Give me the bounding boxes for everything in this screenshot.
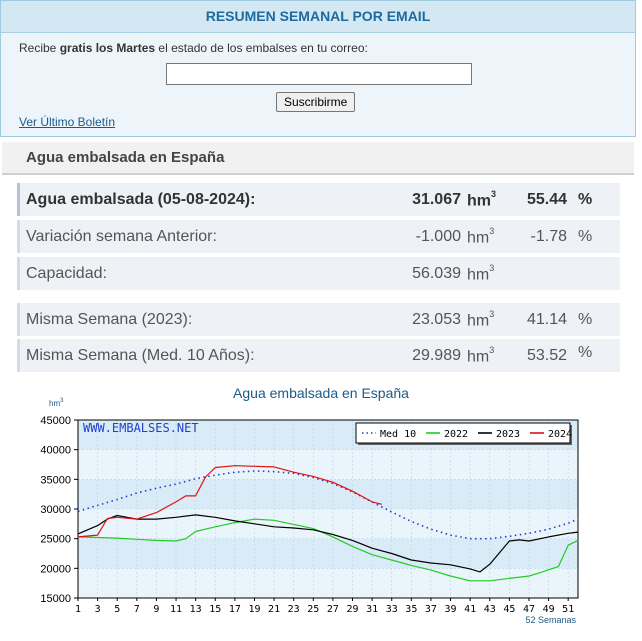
- chart-x-tick-label: 3: [95, 604, 101, 615]
- chart-x-tick-label: 45: [503, 604, 515, 615]
- stat-label: Misma Semana (Med. 10 Años):: [26, 347, 255, 364]
- chart-y-axis-label-exponent: 3: [60, 398, 64, 404]
- stat-percent-sign: %: [578, 311, 593, 328]
- chart-x-tick-label: 41: [464, 604, 476, 615]
- stat-value: -1.000: [415, 228, 461, 245]
- stat-value: 29.989: [412, 347, 461, 364]
- chart-x-tick-label: 35: [405, 604, 417, 615]
- last-bulletin-link[interactable]: Ver Último Boletín: [19, 115, 116, 129]
- stat-label: Agua embalsada (05-08-2024):: [26, 191, 256, 208]
- chart-x-tick-label: 29: [346, 604, 358, 615]
- chart-x-tick-label: 25: [307, 604, 319, 615]
- stat-unit: hm3: [467, 189, 497, 210]
- chart-x-tick-label: 51: [562, 604, 574, 615]
- chart-y-tick-label: 45000: [40, 415, 71, 427]
- chart-x-tick-label: 19: [248, 604, 260, 615]
- chart-x-tick-label: 47: [523, 604, 535, 615]
- chart-x-tick-label: 11: [170, 604, 182, 615]
- chart-title: Agua embalsada en España: [233, 385, 409, 401]
- series-line-2022: [77, 518, 579, 582]
- legend-label: Med 10: [380, 429, 416, 440]
- chart-x-tick-label: 21: [268, 604, 280, 615]
- stat-percent: 53.52: [526, 347, 567, 364]
- stat-row-same-week-10yr: Misma Semana (Med. 10 Años): 29.989 hm3 …: [17, 339, 620, 372]
- stat-unit: hm3: [467, 309, 495, 330]
- chart-y-tick-label: 15000: [40, 593, 71, 605]
- stat-percent-sign: %: [578, 191, 593, 208]
- email-panel-body: Recibe gratis los Martes el estado de lo…: [1, 33, 635, 136]
- series-line-med-10: [77, 470, 579, 540]
- chart-x-tick-label: 7: [134, 604, 140, 615]
- stat-row-current: Agua embalsada (05-08-2024): 31.067 hm3 …: [17, 183, 620, 216]
- stat-percent: 41.14: [526, 311, 567, 328]
- chart-x-tick-label: 9: [153, 604, 159, 615]
- stat-percent: 55.44: [526, 191, 567, 208]
- email-intro-suffix: el estado de los embalses en tu correo:: [155, 41, 368, 55]
- email-intro-text: Recibe gratis los Martes el estado de lo…: [19, 41, 368, 55]
- legend-label: 2023: [496, 429, 520, 440]
- stat-percent: -1.78: [530, 228, 567, 245]
- series-line-2024: [77, 465, 383, 538]
- stat-label: Variación semana Anterior:: [26, 228, 217, 245]
- series-line-2023: [77, 514, 579, 573]
- chart-x-tick-label: 43: [484, 604, 496, 615]
- chart-band: [78, 538, 578, 569]
- legend-label: 2024: [548, 429, 572, 440]
- chart-x-tick-label: 17: [229, 604, 241, 615]
- chart-band: [78, 479, 578, 509]
- stat-unit: hm3: [467, 263, 495, 284]
- stat-value: 31.067: [412, 191, 461, 208]
- chart-band: [78, 449, 578, 480]
- stat-unit: hm3: [467, 345, 495, 366]
- subscribe-button[interactable]: Suscribirme: [276, 92, 356, 112]
- legend-box: [355, 422, 571, 444]
- stat-value: 23.053: [412, 311, 461, 328]
- email-panel-header: RESUMEN SEMANAL POR EMAIL: [1, 1, 635, 33]
- chart-x-axis-label: 52 Semanas: [525, 615, 576, 625]
- chart-y-tick-label: 20000: [40, 563, 71, 575]
- chart-watermark: WWW.EMBALSES.NET: [83, 421, 199, 435]
- chart-x-tick-label: 15: [209, 604, 221, 615]
- email-intro-prefix: Recibe: [19, 41, 60, 55]
- email-intro-bold: gratis los Martes: [59, 41, 156, 55]
- chart-y-axis-label: hm3: [49, 398, 64, 408]
- chart-y-tick-label: 25000: [40, 534, 71, 546]
- stat-row-same-week-2023: Misma Semana (2023): 23.053 hm3 41.14 %: [17, 303, 620, 336]
- chart-x-tick-label: 31: [366, 604, 378, 615]
- stat-label: Capacidad:: [26, 265, 107, 282]
- chart-y-tick-label: 40000: [40, 445, 71, 457]
- email-subscription-panel: RESUMEN SEMANAL POR EMAIL Recibe gratis …: [0, 0, 636, 137]
- chart-x-tick-label: 5: [114, 604, 120, 615]
- chart-x-tick-label: 33: [386, 604, 398, 615]
- legend-label: 2022: [444, 429, 468, 440]
- stat-row-capacity: Capacidad: 56.039 hm3: [17, 257, 620, 290]
- stat-percent-sign: %: [578, 228, 593, 245]
- chart-y-tick-label: 35000: [40, 474, 71, 486]
- chart-x-tick-label: 23: [288, 604, 300, 615]
- stat-value: 56.039: [412, 265, 461, 282]
- chart-x-tick-label: 27: [327, 604, 339, 615]
- chart-x-tick-label: 39: [445, 604, 457, 615]
- chart-y-tick-label: 30000: [40, 504, 71, 516]
- chart-x-tick-label: 1: [75, 604, 81, 615]
- chart-x-tick-label: 49: [543, 604, 555, 615]
- chart-band: [78, 568, 578, 598]
- section-title: Agua embalsada en España: [2, 142, 634, 175]
- stat-unit: hm3: [467, 226, 495, 247]
- email-input[interactable]: [166, 63, 472, 85]
- stat-percent-sign: %: [578, 344, 593, 361]
- stat-row-weekly-variation: Variación semana Anterior: -1.000 hm3 -1…: [17, 220, 620, 253]
- stat-label: Misma Semana (2023):: [26, 311, 193, 328]
- chart-x-tick-label: 37: [425, 604, 437, 615]
- chart-x-tick-label: 13: [190, 604, 202, 615]
